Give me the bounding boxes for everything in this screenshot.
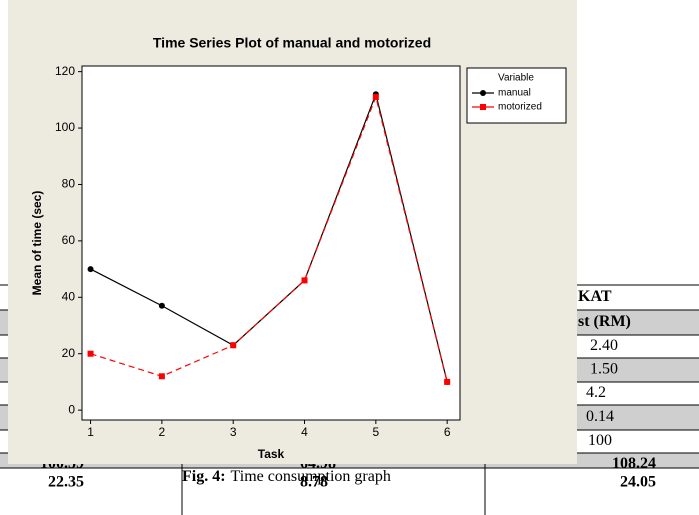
x-tick-label: 5 — [372, 425, 379, 439]
point — [301, 277, 308, 284]
table-cell: st (RM) — [578, 313, 631, 330]
chart-title: Time Series Plot of manual and motorized — [153, 35, 431, 51]
plot-area — [81, 65, 461, 421]
point — [444, 378, 451, 385]
y-tick-label: 20 — [62, 346, 76, 360]
legend-label: manual — [498, 88, 531, 99]
legend-marker — [480, 90, 486, 96]
table-cell: KAT — [578, 288, 612, 305]
figure-caption: Fig. 4: Time consumption graph — [182, 468, 391, 485]
y-axis-label: Mean of time (sec) — [30, 191, 44, 296]
point — [158, 302, 165, 309]
x-tick-label: 4 — [301, 425, 308, 439]
table-cell: 4.2 — [586, 384, 606, 401]
point — [372, 94, 379, 101]
legend-label: motorized — [498, 102, 542, 113]
table-cell: 22.35 — [48, 474, 84, 491]
series-line — [90, 95, 448, 383]
point — [158, 373, 165, 380]
table-cell: 2.40 — [590, 337, 618, 354]
legend-marker — [480, 104, 486, 110]
point — [87, 350, 94, 357]
x-axis-label: Task — [258, 447, 285, 461]
caption-text: Time consumption graph — [231, 468, 391, 485]
table-cell: 100 — [588, 432, 612, 449]
table-cell: 108.24 — [612, 455, 656, 472]
table-cell: 0.14 — [586, 408, 614, 425]
table-cell: 24.05 — [620, 474, 656, 491]
x-tick-label: 3 — [230, 425, 237, 439]
point — [230, 342, 237, 349]
y-tick-label: 60 — [62, 233, 76, 247]
y-tick-label: 120 — [55, 64, 75, 78]
x-tick-label: 6 — [444, 425, 451, 439]
y-tick-label: 40 — [62, 289, 76, 303]
table-cell: 8.78 — [300, 474, 328, 491]
legend-title: Variable — [498, 73, 534, 84]
table-cell: 1.50 — [590, 361, 618, 378]
caption-label: Fig. 4: — [182, 468, 226, 485]
point — [87, 266, 94, 273]
y-tick-label: 100 — [55, 120, 75, 134]
y-tick-label: 0 — [68, 402, 75, 416]
y-tick-label: 80 — [62, 177, 76, 191]
x-tick-label: 2 — [159, 425, 166, 439]
x-tick-label: 1 — [87, 425, 94, 439]
